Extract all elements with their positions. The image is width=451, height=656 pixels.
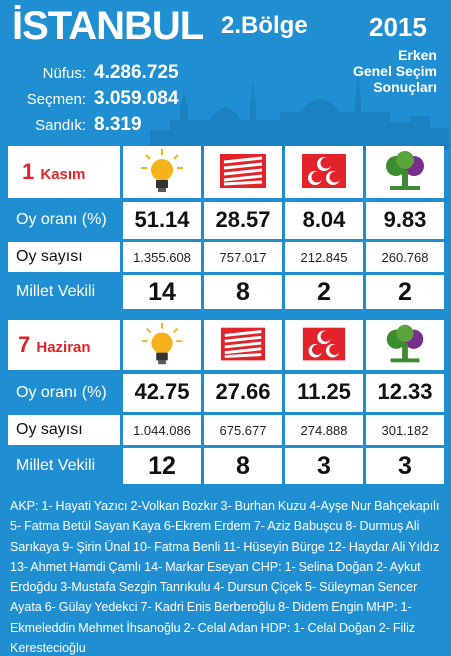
deputies-row: Millet Vekili 14 8 2 2 <box>8 275 444 309</box>
vote-rate-akp: 51.14 <box>123 202 201 239</box>
party-logo-chp <box>204 320 282 370</box>
city-title: İSTANBUL <box>12 4 204 48</box>
party-logo-akp <box>123 320 201 370</box>
deputies-chp: 8 <box>204 275 282 309</box>
subtitle-line-1: Erken <box>398 47 437 63</box>
vote-rate-chp: 28.57 <box>204 202 282 239</box>
election-panel-nov: 1 Kasım <box>8 146 444 309</box>
date-cell: 1 Kasım <box>8 146 120 198</box>
candidate-list: AKP: 1- Hayati Yazıcı 2-Volkan Bozkır 3-… <box>10 499 440 656</box>
stat-label: Seçmen: <box>26 91 86 108</box>
party-logo-hdp <box>366 320 444 370</box>
stat-value: 4.286.725 <box>94 62 179 83</box>
subtitle: Erken Genel Seçim Sonuçları <box>353 47 437 95</box>
date-cell: 7 Haziran <box>8 320 120 370</box>
vote-rate-row: Oy oranı (%) 51.14 28.57 8.04 9.83 <box>8 202 444 239</box>
party-logo-mhp <box>285 146 363 198</box>
akp-bulb-icon <box>141 149 183 192</box>
party-logo-chp <box>204 146 282 198</box>
mhp-crescents-icon <box>302 154 346 188</box>
stat-label: Nüfus: <box>42 65 86 82</box>
party-logo-mhp <box>285 320 363 370</box>
stat-value: 8.319 <box>94 114 142 135</box>
party-header-row: 7 Haziran <box>8 320 444 370</box>
deputies-label: Millet Vekili <box>8 275 120 309</box>
election-panel-jun: 7 Haziran <box>8 320 444 484</box>
vote-rate-label: Oy oranı (%) <box>8 202 120 239</box>
subtitle-line-3: Sonuçları <box>373 79 437 95</box>
vote-rate-hdp: 12.33 <box>366 374 444 412</box>
deputies-akp: 14 <box>123 275 201 309</box>
year-label: 2015 <box>369 12 427 42</box>
vote-count-hdp: 301.182 <box>366 415 444 445</box>
deputies-hdp: 3 <box>366 448 444 484</box>
deputies-chp: 8 <box>204 448 282 484</box>
deputies-hdp: 2 <box>366 275 444 309</box>
subtitle-line-2: Genel Seçim <box>352 63 437 79</box>
vote-count-akp: 1.044.086 <box>123 415 201 445</box>
chp-six-arrows-icon <box>220 154 266 188</box>
vote-rate-mhp: 11.25 <box>285 374 363 412</box>
vote-count-mhp: 274.888 <box>285 415 363 445</box>
vote-rate-akp: 42.75 <box>123 374 201 412</box>
akp-bulb-icon <box>141 322 183 365</box>
vote-rate-mhp: 8.04 <box>285 202 363 239</box>
hdp-tree-icon <box>386 151 424 190</box>
party-logo-hdp <box>366 146 444 198</box>
vote-count-akp: 1.355.608 <box>123 242 201 272</box>
party-header-row: 1 Kasım <box>8 146 444 198</box>
vote-rate-label: Oy oranı (%) <box>8 374 120 412</box>
vote-count-hdp: 260.768 <box>366 242 444 272</box>
deputies-label: Millet Vekili <box>8 448 120 484</box>
deputies-mhp: 3 <box>285 448 363 484</box>
hdp-tree-icon <box>386 324 424 363</box>
election-date: 7 Haziran <box>18 332 91 357</box>
deputies-mhp: 2 <box>285 275 363 309</box>
stat-label: Sandık: <box>35 117 86 134</box>
region-label: 2.Bölge <box>221 12 308 39</box>
election-date: 1 Kasım <box>22 159 86 184</box>
vote-count-label: Oy sayısı <box>8 242 120 272</box>
party-logo-akp <box>123 146 201 198</box>
deputies-row: Millet Vekili 12 8 3 3 <box>8 448 444 484</box>
vote-count-mhp: 212.845 <box>285 242 363 272</box>
vote-count-chp: 675.677 <box>204 415 282 445</box>
chp-six-arrows-icon <box>220 327 266 361</box>
istanbul-skyline-icon <box>150 70 450 150</box>
vote-rate-hdp: 9.83 <box>366 202 444 239</box>
vote-count-chp: 757.017 <box>204 242 282 272</box>
stat-value: 3.059.084 <box>94 88 179 109</box>
vote-rate-chp: 27.66 <box>204 374 282 412</box>
vote-count-label: Oy sayısı <box>8 415 120 445</box>
vote-rate-row: Oy oranı (%) 42.75 27.66 11.25 12.33 <box>8 374 444 412</box>
deputies-akp: 12 <box>123 448 201 484</box>
vote-count-row: Oy sayısı 1.355.608 757.017 212.845 260.… <box>8 242 444 272</box>
vote-count-row: Oy sayısı 1.044.086 675.677 274.888 301.… <box>8 415 444 445</box>
mhp-crescents-icon <box>302 327 346 361</box>
